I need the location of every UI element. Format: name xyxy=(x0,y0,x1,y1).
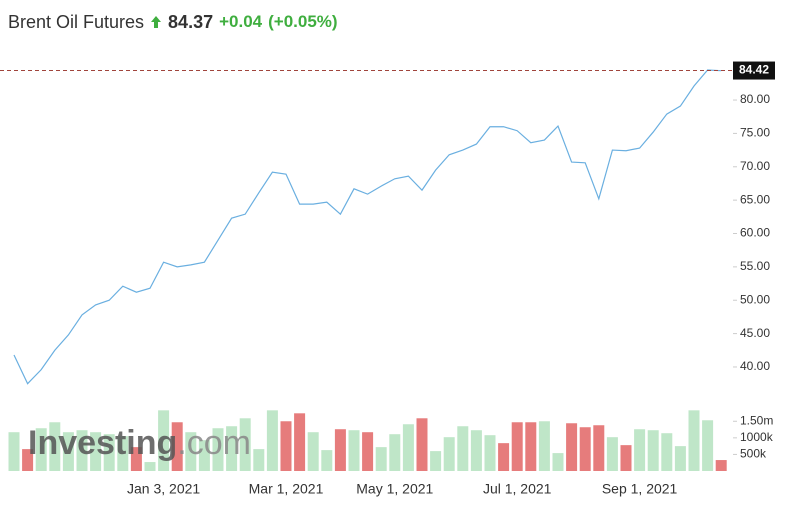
volume-bar xyxy=(362,432,374,471)
volume-bar xyxy=(416,418,428,471)
price-line xyxy=(13,69,722,385)
change: +0.04 xyxy=(219,12,263,31)
y-tick-label: 80.00 xyxy=(740,92,770,106)
volume-bar xyxy=(90,432,102,471)
up-arrow xyxy=(151,16,162,28)
volume-bar xyxy=(552,453,564,471)
volume-bar xyxy=(253,449,265,471)
watermark-suffix: .com xyxy=(177,424,251,462)
volume-bar xyxy=(511,422,523,471)
volume-bar xyxy=(661,433,673,471)
volume-tick-label: 1.50m xyxy=(740,413,773,427)
volume-tick-label: 1000k xyxy=(740,430,774,444)
volume-bar xyxy=(158,410,170,471)
volume-bar xyxy=(226,426,238,471)
x-tick-label: May 1, 2021 xyxy=(356,481,433,497)
x-tick-label: Mar 1, 2021 xyxy=(249,481,324,497)
volume-bar xyxy=(634,429,646,471)
volume-bar xyxy=(49,422,61,471)
volume-bar xyxy=(375,447,387,471)
y-tick-label: 40.00 xyxy=(740,359,770,373)
volume-bar xyxy=(538,421,550,471)
volume-bar xyxy=(117,436,129,471)
last-price-label: 84.42 xyxy=(739,63,769,77)
volume-bar xyxy=(212,428,224,471)
volume-bar xyxy=(498,443,510,471)
x-tick-label: Jul 1, 2021 xyxy=(483,481,552,497)
volume-bar xyxy=(130,447,142,471)
watermark: Investing.com xyxy=(28,424,251,462)
last-price-box xyxy=(733,61,775,80)
volume-bar xyxy=(198,440,210,471)
x-tick-label: Sep 1, 2021 xyxy=(602,481,678,497)
volume-bar xyxy=(430,451,442,471)
volume-bar xyxy=(484,435,496,471)
volume-bar xyxy=(62,432,74,471)
volume-bar xyxy=(239,418,251,471)
y-tick-label: 55.00 xyxy=(740,259,770,273)
volume-bar xyxy=(402,424,414,471)
volume-bar xyxy=(688,410,700,471)
volume-bar xyxy=(702,420,714,471)
volume-bar xyxy=(457,426,469,471)
volume-bar xyxy=(185,432,197,471)
y-tick-label: 50.00 xyxy=(740,292,770,306)
volume-bar xyxy=(76,430,88,471)
volume-bar xyxy=(348,430,360,471)
volume-bar xyxy=(470,430,482,471)
volume-bar xyxy=(294,413,306,471)
last-price: 84.37 xyxy=(168,11,214,32)
volume-bar xyxy=(525,422,537,471)
y-tick-label: 75.00 xyxy=(740,126,770,140)
volume-bar xyxy=(606,437,618,471)
volume-bars xyxy=(8,410,727,471)
volume-bar xyxy=(266,410,278,471)
volume-bar xyxy=(307,432,319,471)
y-tick-label: 60.00 xyxy=(740,226,770,240)
volume-bar xyxy=(8,432,20,471)
volume-bar xyxy=(593,425,605,471)
volume-tick-label: 500k xyxy=(740,447,767,461)
volume-bar xyxy=(620,445,632,471)
volume-bar xyxy=(171,422,183,471)
volume-bar xyxy=(144,462,156,471)
watermark-main: Investing xyxy=(28,424,177,462)
volume-bar xyxy=(389,434,401,471)
volume-bar xyxy=(566,423,578,471)
change-percent: (+0.05%) xyxy=(268,12,338,31)
volume-bar xyxy=(35,428,47,471)
volume-bar xyxy=(647,430,659,471)
title: Brent Oil Futures xyxy=(8,11,145,32)
volume-bar xyxy=(103,434,115,471)
y-tick-label: 65.00 xyxy=(740,192,770,206)
volume-bar xyxy=(22,449,34,471)
y-tick-label: 70.00 xyxy=(740,159,770,173)
volume-bar xyxy=(334,429,346,471)
y-tick-label: 45.00 xyxy=(740,326,770,340)
volume-bar xyxy=(280,421,292,471)
volume-bar xyxy=(674,446,686,471)
header: Brent Oil Futures 84.37 +0.04 (+0.05%) xyxy=(8,8,338,36)
x-tick-label: Jan 3, 2021 xyxy=(127,481,200,497)
volume-bar xyxy=(715,460,727,471)
volume-bar xyxy=(579,427,591,471)
volume-bar xyxy=(443,437,455,471)
volume-bar xyxy=(321,450,333,471)
